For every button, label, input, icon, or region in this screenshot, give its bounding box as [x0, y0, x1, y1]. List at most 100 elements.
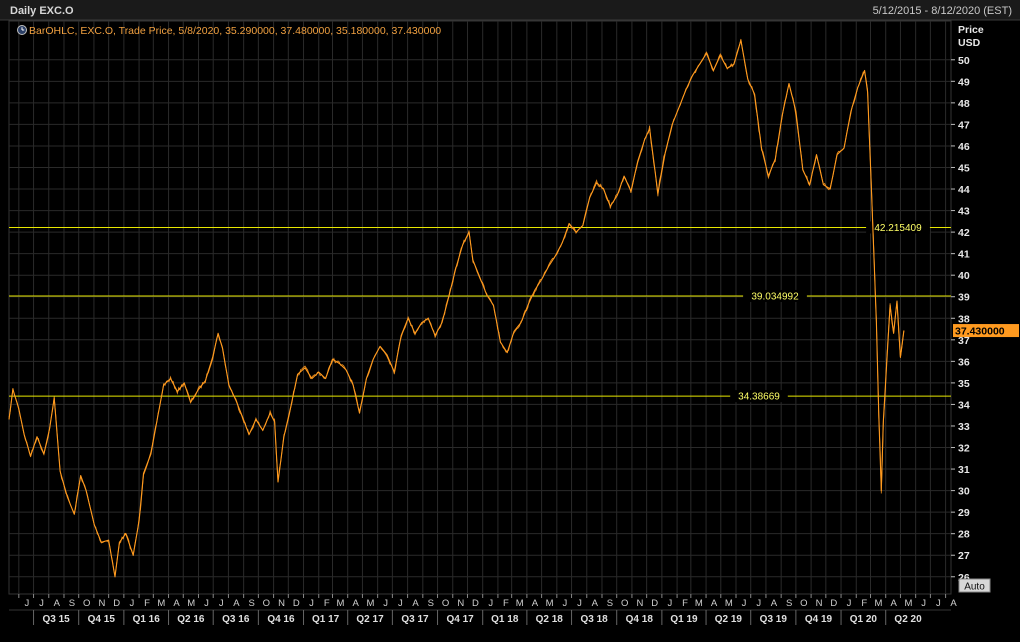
month-label: A: [711, 598, 718, 609]
month-label: M: [366, 598, 374, 609]
month-label: J: [921, 598, 926, 609]
month-label: A: [233, 598, 240, 609]
chart-title: Daily EXC.O: [10, 5, 74, 17]
month-label: J: [562, 598, 567, 609]
month-label: M: [187, 598, 195, 609]
y-tick-label: 30: [958, 486, 970, 498]
month-label: A: [532, 598, 539, 609]
month-label: N: [457, 598, 464, 609]
y-tick-label: 32: [958, 443, 970, 455]
quarter-label: Q4 17: [446, 614, 474, 625]
quarter-label: Q4 19: [805, 614, 833, 625]
y-tick-label: 44: [958, 184, 970, 196]
horizontal-line-label-bg: [866, 221, 930, 234]
month-label: O: [263, 598, 270, 609]
month-label: M: [337, 598, 345, 609]
month-label: F: [861, 598, 867, 609]
date-range[interactable]: 5/12/2015 - 8/12/2020 (EST): [873, 5, 1012, 17]
month-label: D: [651, 598, 658, 609]
plot-frame: [8, 20, 952, 595]
month-label: J: [756, 598, 761, 609]
month-label: J: [204, 598, 209, 609]
horizontal-lines: 42.215409 39.034992 34.38669: [9, 221, 951, 403]
y-tick-label: 34: [958, 399, 970, 411]
month-label: F: [144, 598, 150, 609]
horizontal-line-label: 34.38669: [738, 392, 780, 403]
month-label: S: [428, 598, 434, 609]
y-axis-title-price: Price: [958, 24, 984, 36]
y-tick-label: 39: [958, 292, 970, 304]
last-price-badge: [953, 324, 1019, 338]
y-tick-label: 26: [958, 572, 970, 584]
month-label: M: [875, 598, 883, 609]
month-label: J: [24, 598, 29, 609]
quarter-label: Q2 16: [177, 614, 205, 625]
auto-scale-button[interactable]: Auto: [958, 578, 991, 593]
y-tick-label: 28: [958, 529, 970, 541]
quarter-label: Q4 15: [88, 614, 116, 625]
y-tick-label: 33: [958, 421, 970, 433]
quarter-label: Q3 15: [42, 614, 70, 625]
month-label: A: [891, 598, 898, 609]
month-label: M: [546, 598, 554, 609]
auto-button-label: Auto: [964, 582, 985, 593]
month-label: M: [157, 598, 165, 609]
y-tick-label: 29: [958, 507, 970, 519]
month-label: N: [816, 598, 823, 609]
month-label: D: [830, 598, 837, 609]
y-tick-label: 37: [958, 335, 970, 347]
legend-text: BarOHLC, EXC.O, Trade Price, 5/8/2020, 3…: [29, 25, 441, 37]
quarter-label: Q3 18: [581, 614, 609, 625]
quarter-label: Q3 19: [760, 614, 788, 625]
quarter-label: Q2 17: [356, 614, 384, 625]
month-label: S: [248, 598, 254, 609]
quarter-label: Q2 18: [536, 614, 564, 625]
price-series-detail: [8, 38, 905, 577]
y-tick-label: 36: [958, 356, 970, 368]
y-tick-label: 27: [958, 550, 970, 562]
horizontal-line-label: 39.034992: [751, 291, 799, 302]
month-label: J: [577, 598, 582, 609]
quarter-label: Q2 19: [715, 614, 743, 625]
y-tick-label: 50: [958, 55, 970, 67]
y-tick-label: 46: [958, 141, 970, 153]
month-label: A: [592, 598, 599, 609]
quarter-label: Q3 16: [222, 614, 250, 625]
quarter-label: Q4 18: [626, 614, 654, 625]
horizontal-line-label-bg: [743, 289, 807, 302]
month-label: J: [488, 598, 493, 609]
quarter-label: Q1 19: [670, 614, 698, 625]
month-label: S: [607, 598, 613, 609]
month-label: O: [621, 598, 628, 609]
legend[interactable]: BarOHLC, EXC.O, Trade Price, 5/8/2020, 3…: [17, 25, 442, 37]
y-tick-label: 35: [958, 378, 970, 390]
last-price-label: 37.430000: [955, 326, 1005, 338]
y-tick-label: 38: [958, 313, 970, 325]
month-label: N: [278, 598, 285, 609]
quarter-label: Q1 17: [312, 614, 340, 625]
horizontal-line-label: 42.215409: [874, 223, 922, 234]
month-label: M: [904, 598, 912, 609]
month-label: J: [936, 598, 941, 609]
month-label: A: [353, 598, 360, 609]
horizontal-line-label-bg: [730, 390, 788, 403]
month-label: M: [725, 598, 733, 609]
month-label: J: [219, 598, 224, 609]
series-layer: [8, 38, 905, 578]
y-tick-label: 48: [958, 98, 970, 110]
y-tick-label: 49: [958, 76, 970, 88]
month-label: S: [69, 598, 75, 609]
quarter-label: Q3 17: [401, 614, 429, 625]
month-label: A: [173, 598, 180, 609]
title-bar: [0, 0, 1020, 20]
month-label: M: [516, 598, 524, 609]
y-axis-title-unit: USD: [958, 37, 981, 49]
month-label: S: [786, 598, 792, 609]
quarter-label: Q1 16: [133, 614, 161, 625]
month-label: N: [636, 598, 643, 609]
quarter-label: Q4 16: [267, 614, 295, 625]
y-tick-label: 42: [958, 227, 970, 239]
month-label: J: [847, 598, 852, 609]
